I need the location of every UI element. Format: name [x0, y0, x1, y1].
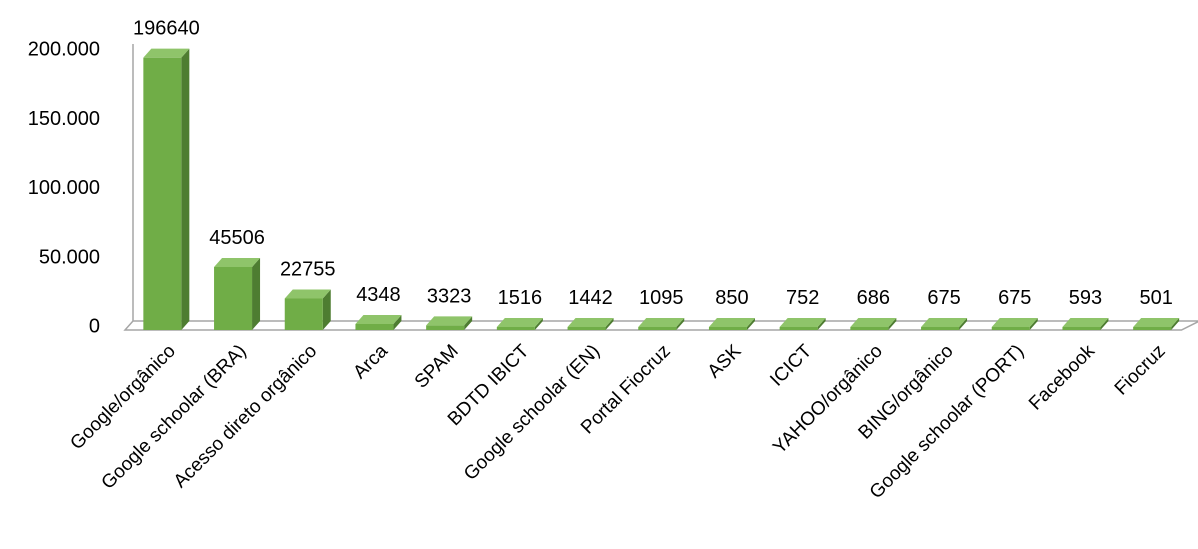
bar	[214, 257, 261, 330]
x-tick-label: Acesso direto orgânico	[170, 341, 322, 493]
x-tick-label: Fiocruz	[1111, 341, 1170, 400]
bar-side-face	[676, 318, 685, 330]
bar-side-face	[393, 314, 402, 330]
bar-side-face	[746, 318, 755, 330]
bar-series	[143, 48, 1180, 331]
bar-front-face	[921, 327, 960, 330]
bar-top-face	[567, 318, 614, 327]
bar	[1133, 318, 1180, 330]
bar	[850, 318, 897, 330]
bar-top-face	[284, 289, 331, 299]
bar-top-face	[355, 314, 402, 324]
bar-side-face	[959, 318, 968, 330]
x-tick-label: ICICT	[766, 340, 816, 390]
x-tick-label: ASK	[704, 340, 746, 382]
bar-top-face	[1133, 318, 1180, 327]
bar-side-face	[1029, 318, 1038, 330]
data-label: 752	[786, 287, 819, 309]
bar-top-face	[214, 257, 261, 267]
bar-front-face	[567, 327, 606, 330]
bar	[921, 318, 968, 330]
bar-front-face	[143, 57, 182, 331]
bar-front-face	[355, 323, 394, 330]
data-label: 675	[927, 287, 960, 309]
bar-front-face	[708, 327, 747, 330]
y-tick-label: 200.000	[28, 39, 100, 61]
data-labels: 196640 45506 22755 4348 3323 1516 1442 1095 850 7…	[133, 18, 1173, 309]
x-tick-label: Google schoolar (EN)	[460, 341, 604, 485]
bar	[567, 318, 614, 330]
bar-front-face	[1062, 327, 1101, 330]
data-label: 3323	[427, 285, 472, 307]
bar-side-face	[1171, 318, 1180, 330]
bar-top-face	[638, 318, 685, 327]
bar-front-face	[1133, 327, 1172, 330]
data-label: 1095	[639, 287, 684, 309]
chart-floor	[123, 320, 1198, 331]
data-label: 1442	[568, 287, 613, 309]
bar-top-face	[426, 316, 473, 326]
bar-top-face	[143, 48, 190, 58]
x-tick-label: Google schoolar (BRA)	[98, 341, 251, 494]
data-label: 686	[857, 287, 890, 309]
bar-side-face	[464, 316, 473, 330]
bar	[426, 316, 473, 330]
y-tick-label: 150.000	[28, 108, 100, 130]
bar-top-face	[921, 318, 968, 327]
data-label: 850	[715, 287, 748, 309]
bar	[779, 318, 826, 330]
x-tick-label: Facebook	[1025, 340, 1099, 414]
bar	[496, 318, 543, 330]
bar-side-face	[181, 48, 190, 331]
x-tick-label: Arca	[350, 340, 393, 383]
data-label: 45506	[209, 227, 265, 249]
data-label: 1516	[498, 287, 543, 309]
bar	[355, 314, 402, 330]
bar-side-face	[252, 257, 261, 330]
bar-top-face	[850, 318, 897, 327]
bar-front-face	[638, 327, 677, 330]
bar-side-face	[1100, 318, 1109, 330]
bar-top-face	[779, 318, 826, 327]
bar	[638, 318, 685, 330]
data-label: 501	[1139, 287, 1172, 309]
bar	[143, 48, 190, 331]
data-label: 675	[998, 287, 1031, 309]
bar-top-face	[708, 318, 755, 327]
bar-front-face	[779, 327, 818, 330]
bar-front-face	[284, 298, 323, 330]
bar-side-face	[605, 318, 614, 330]
bar-side-face	[534, 318, 543, 330]
bar	[708, 318, 755, 330]
bar-front-face	[991, 327, 1030, 330]
bar-top-face	[991, 318, 1038, 327]
bar-front-face	[496, 327, 535, 330]
data-label: 196640	[133, 18, 200, 40]
bar-front-face	[426, 325, 465, 330]
bar	[284, 289, 331, 330]
bar-side-face	[322, 289, 331, 330]
bar	[991, 318, 1038, 330]
bar-top-face	[1062, 318, 1109, 327]
y-tick-label: 50.000	[39, 246, 100, 268]
bar-side-face	[817, 318, 826, 330]
data-label: 593	[1069, 287, 1102, 309]
data-label: 4348	[356, 284, 401, 306]
bar-top-face	[496, 318, 543, 327]
y-tick-label: 100.000	[28, 177, 100, 199]
x-tick-label: SPAM	[411, 341, 463, 393]
bar-front-face	[214, 266, 253, 330]
y-axis-ticks: 0 50.000 100.000 150.000 200.000	[28, 39, 100, 338]
chart-axes	[123, 44, 1198, 331]
y-tick-label: 0	[89, 316, 100, 338]
bar-side-face	[888, 318, 897, 330]
bar-front-face	[850, 327, 889, 330]
bar	[1062, 318, 1109, 330]
data-label: 22755	[280, 258, 336, 280]
